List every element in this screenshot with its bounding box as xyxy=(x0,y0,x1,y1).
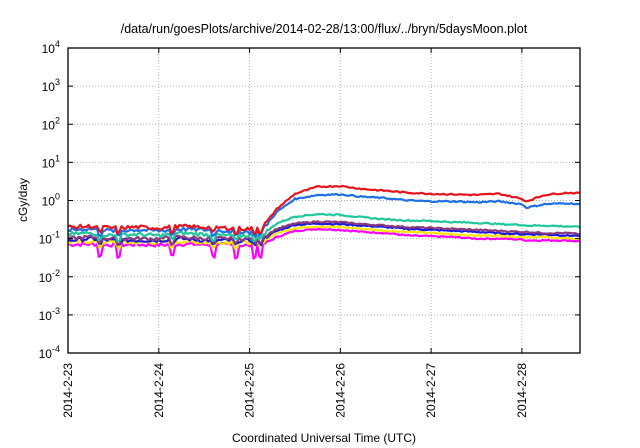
series-red xyxy=(67,184,581,235)
y-tick-exponent: -3 xyxy=(52,306,60,316)
y-tick-base: 10 xyxy=(42,156,56,170)
x-tick-label: 2014-2-25 xyxy=(243,363,257,418)
x-axis-label: Coordinated Universal Time (UTC) xyxy=(232,431,416,445)
y-tick-exponent: 4 xyxy=(55,39,60,49)
y-tick-exponent: -1 xyxy=(52,230,60,240)
y-tick-base: 10 xyxy=(39,233,53,247)
y-tick-label: 10-2 xyxy=(39,268,60,285)
y-tick-exponent: 3 xyxy=(55,77,60,87)
y-tick-label: 10-1 xyxy=(39,230,60,247)
chart-title: /data/run/goesPlots/archive/2014-02-28/1… xyxy=(121,22,528,36)
x-axis: 2014-2-23 2014-2-24 2014-2-25 2014-2-26 2014… xyxy=(61,48,529,418)
y-tick-exponent: 2 xyxy=(55,115,60,125)
y-tick-label: 100 xyxy=(42,192,60,209)
y-tick-exponent: -2 xyxy=(52,268,60,278)
y-tick-base: 10 xyxy=(39,347,53,361)
y-tick-exponent: -4 xyxy=(52,344,60,354)
y-tick-exponent: 1 xyxy=(55,153,60,163)
y-tick-base: 10 xyxy=(42,118,56,132)
y-tick-base: 10 xyxy=(42,42,56,56)
y-tick-base: 10 xyxy=(42,195,56,209)
y-tick-base: 10 xyxy=(42,80,56,94)
x-tick-label: 2014-2-24 xyxy=(152,363,166,418)
x-tick-label: 2014-2-23 xyxy=(61,363,75,418)
y-tick-label: 101 xyxy=(42,153,60,170)
x-tick-label: 2014-2-27 xyxy=(424,363,438,418)
series-purple xyxy=(67,220,581,247)
y-tick-label: 10-4 xyxy=(39,344,60,361)
x-tick-label: 2014-2-28 xyxy=(515,363,529,418)
series-blue xyxy=(67,192,581,238)
series-magenta xyxy=(67,227,581,260)
series-group xyxy=(67,184,581,260)
y-tick-label: 102 xyxy=(42,115,60,132)
x-tick-label: 2014-2-26 xyxy=(333,363,347,418)
y-tick-base: 10 xyxy=(39,271,53,285)
y-tick-label: 104 xyxy=(42,39,60,56)
y-tick-label: 103 xyxy=(42,77,60,94)
y-axis-label: cGy/day xyxy=(16,178,30,222)
y-tick-exponent: 0 xyxy=(55,192,60,202)
series-teal xyxy=(67,212,581,243)
series-yellow xyxy=(67,225,581,250)
y-tick-label: 10-3 xyxy=(39,306,60,323)
y-tick-base: 10 xyxy=(39,309,53,323)
